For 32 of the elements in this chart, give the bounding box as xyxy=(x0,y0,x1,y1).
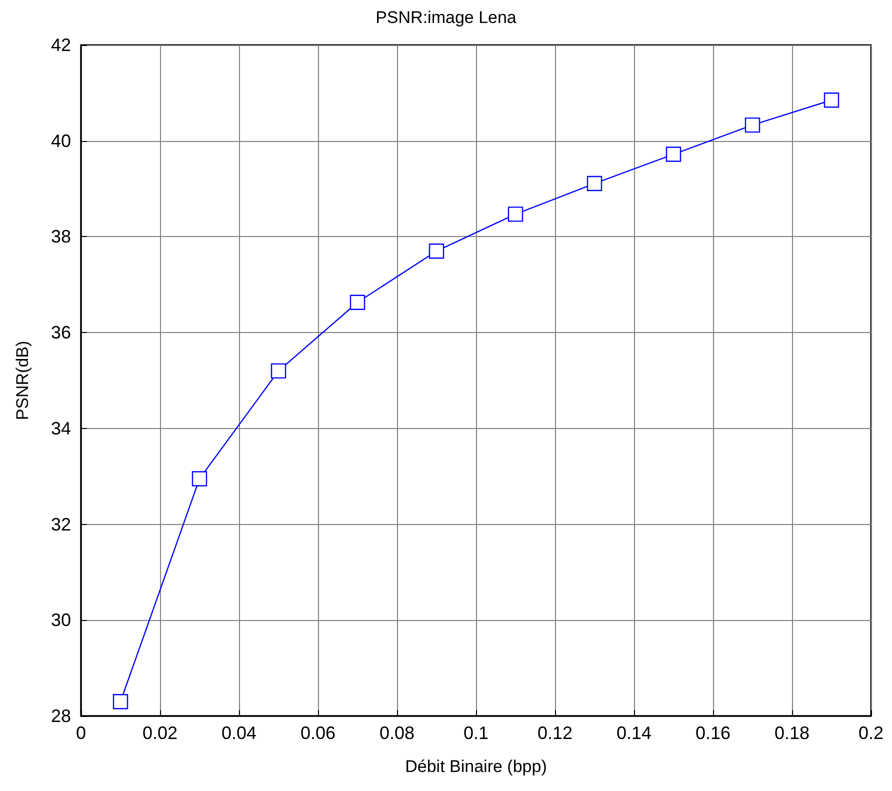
x-tick-label: 0.04 xyxy=(221,723,257,743)
y-tick-label: 34 xyxy=(50,418,71,438)
y-tick-label: 32 xyxy=(50,514,71,534)
point xyxy=(666,146,682,162)
x-tick-label: 0.06 xyxy=(300,723,336,743)
y-axis-title: PSNR(dB) xyxy=(13,340,32,420)
y-tick-label: 28 xyxy=(50,706,71,726)
point xyxy=(270,363,286,379)
x-tick-label: 0.02 xyxy=(142,723,178,743)
y-tick-label: 40 xyxy=(50,130,71,151)
point xyxy=(428,243,444,259)
point xyxy=(112,694,128,710)
y-tick-label: 42 xyxy=(50,35,71,55)
x-tick-label: 0.16 xyxy=(695,723,731,743)
point xyxy=(586,176,602,192)
point xyxy=(824,92,840,108)
point xyxy=(350,294,366,310)
y-tick-label: 30 xyxy=(50,610,71,630)
x-tick-label: 0.14 xyxy=(616,723,652,743)
y-tick-label: 38 xyxy=(50,226,71,247)
point xyxy=(508,206,524,222)
y-tick-label: 36 xyxy=(50,322,71,343)
x-tick-label: 0.18 xyxy=(774,723,810,743)
x-tick-label: 0 xyxy=(76,723,86,743)
chart-title: PSNR:image Lena xyxy=(376,8,517,27)
x-tick-label: 0.08 xyxy=(379,723,415,743)
x-tick-label: 0.2 xyxy=(858,723,884,743)
point xyxy=(192,471,208,486)
point xyxy=(744,117,760,133)
x-tick-label: 0.1 xyxy=(463,723,489,743)
x-axis-title: Débit Binaire (bpp) xyxy=(405,757,547,776)
x-tick-label: 0.12 xyxy=(537,723,573,743)
